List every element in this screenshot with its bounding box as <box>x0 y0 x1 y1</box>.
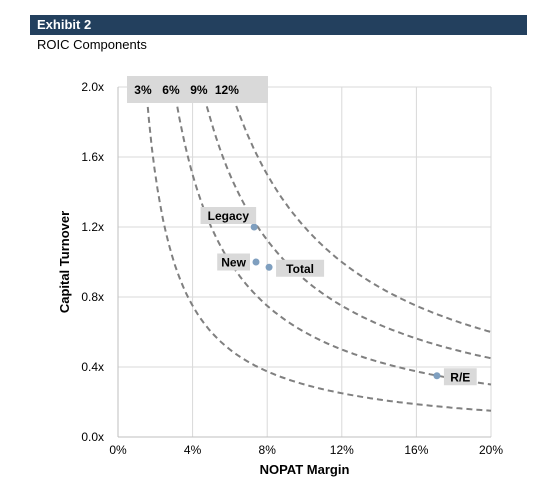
point-label: Total <box>286 262 314 276</box>
x-tick-label: 12% <box>330 443 354 457</box>
curve-label: 12% <box>215 83 239 97</box>
exhibit-header-bar <box>30 15 527 35</box>
curve-label: 9% <box>190 83 208 97</box>
point-label-box <box>200 207 257 224</box>
x-tick-label: 0% <box>109 443 127 457</box>
point-label: New <box>221 256 246 270</box>
x-tick-label: 20% <box>479 443 503 457</box>
y-tick-label: 2.0x <box>81 80 104 94</box>
x-tick-label: 4% <box>184 443 202 457</box>
iso-roic-curve <box>200 86 492 360</box>
y-tick-label: 1.2x <box>81 220 104 234</box>
iso-roic-curve <box>172 86 492 386</box>
y-tick-label: 0.0x <box>81 430 104 444</box>
point-label: Legacy <box>208 209 250 223</box>
curve-label-box <box>127 76 268 103</box>
data-point <box>250 223 258 231</box>
x-axis-title: NOPAT Margin <box>260 462 350 477</box>
data-point <box>252 258 260 266</box>
iso-roic-curve <box>145 86 492 412</box>
data-point <box>433 372 441 380</box>
x-tick-label: 16% <box>404 443 428 457</box>
exhibit-label: Exhibit 2 <box>37 17 92 32</box>
y-tick-label: 1.6x <box>81 150 104 164</box>
curve-label: 3% <box>134 83 152 97</box>
point-label-box <box>276 259 325 277</box>
iso-roic-curve <box>228 86 492 333</box>
curve-label: 6% <box>162 83 180 97</box>
point-label-box <box>217 253 251 271</box>
data-point <box>265 263 273 271</box>
point-label-box <box>443 368 477 386</box>
x-tick-label: 8% <box>259 443 277 457</box>
chart-subtitle: ROIC Components <box>37 37 147 52</box>
y-axis-title: Capital Turnover <box>57 211 72 313</box>
point-label: R/E <box>450 370 470 384</box>
y-tick-label: 0.8x <box>81 290 104 304</box>
y-tick-label: 0.4x <box>81 360 104 374</box>
